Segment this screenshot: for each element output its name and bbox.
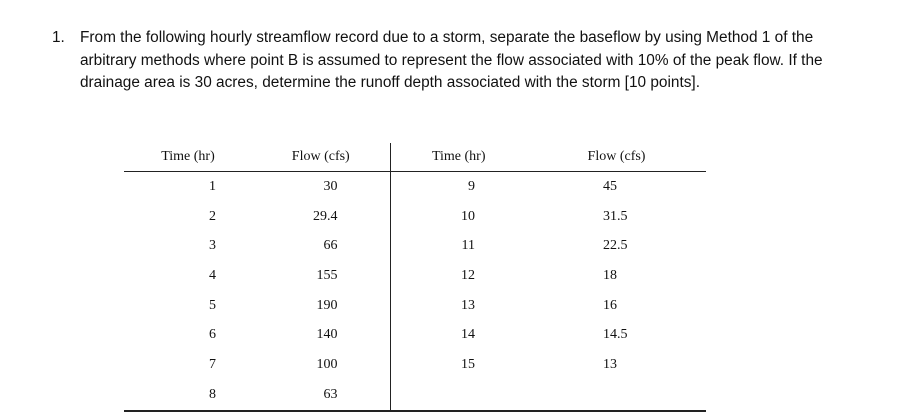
time-cell: 4 bbox=[209, 267, 216, 283]
time-cell: 12 bbox=[389, 261, 527, 291]
flow-cell: 45 bbox=[603, 178, 617, 194]
table-row: 5 190 13 16 bbox=[124, 290, 706, 321]
header-time-1: Time (hr) bbox=[124, 143, 252, 172]
flow-cell: 31.5 bbox=[603, 208, 628, 224]
time-cell: 14 bbox=[389, 320, 527, 351]
question-number: 1. bbox=[52, 29, 65, 46]
table-header-row: Time (hr) Flow (cfs) Time (hr) Flow (cfs… bbox=[124, 143, 706, 172]
flow-cell: 155 bbox=[316, 267, 338, 283]
flow-cell bbox=[527, 379, 706, 412]
flow-cell: 14.5 bbox=[603, 327, 628, 343]
time-cell: 15 bbox=[389, 350, 527, 380]
flow-cell: 30 bbox=[323, 178, 338, 194]
flow-cell: 22.5 bbox=[603, 238, 628, 254]
time-cell: 2 bbox=[209, 208, 216, 224]
time-cell: 9 bbox=[389, 171, 527, 202]
flow-cell: 190 bbox=[316, 297, 338, 313]
time-cell: 7 bbox=[209, 356, 216, 372]
time-cell: 6 bbox=[209, 327, 216, 343]
header-time-2: Time (hr) bbox=[389, 143, 527, 172]
question: 1. From the following hourly streamflow … bbox=[52, 27, 832, 95]
table-row: 4 155 12 18 bbox=[124, 261, 706, 291]
table-row: 2 29.4 10 31.5 bbox=[124, 201, 706, 232]
table-row: 3 66 11 22.5 bbox=[124, 231, 706, 262]
time-cell: 13 bbox=[389, 290, 527, 321]
flow-cell: 140 bbox=[316, 327, 338, 343]
streamflow-table-container: Time (hr) Flow (cfs) Time (hr) Flow (cfs… bbox=[124, 143, 706, 412]
flow-cell: 63 bbox=[252, 379, 390, 412]
flow-cell: 16 bbox=[603, 297, 617, 313]
flow-cell: 100 bbox=[316, 356, 338, 372]
question-text: From the following hourly streamflow rec… bbox=[80, 29, 823, 91]
time-cell: 11 bbox=[389, 231, 527, 262]
time-cell: 1 bbox=[209, 178, 216, 194]
time-cell: 3 bbox=[209, 238, 216, 254]
time-cell: 8 bbox=[124, 379, 252, 412]
flow-cell: 29.4 bbox=[313, 208, 338, 224]
table-row: 8 63 bbox=[124, 379, 706, 412]
flow-cell: 66 bbox=[323, 238, 338, 254]
time-cell bbox=[389, 379, 527, 412]
flow-cell: 18 bbox=[603, 267, 617, 283]
table-row: 6 140 14 14.5 bbox=[124, 320, 706, 351]
time-cell: 5 bbox=[209, 297, 216, 313]
header-flow-2: Flow (cfs) bbox=[527, 143, 706, 172]
streamflow-table: Time (hr) Flow (cfs) Time (hr) Flow (cfs… bbox=[124, 143, 706, 412]
flow-cell: 13 bbox=[603, 356, 617, 372]
table-row: 7 100 15 13 bbox=[124, 350, 706, 380]
table-row: 1 30 9 45 bbox=[124, 171, 706, 202]
time-cell: 10 bbox=[389, 201, 527, 232]
header-flow-1: Flow (cfs) bbox=[252, 143, 390, 172]
